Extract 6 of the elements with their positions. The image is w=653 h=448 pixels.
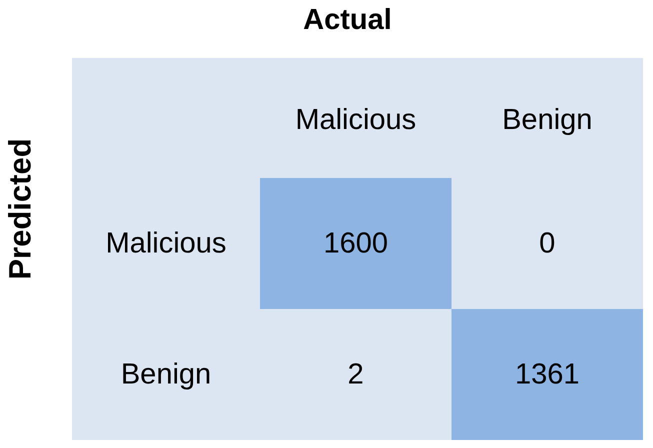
y-axis-title: Predicted: [2, 138, 38, 280]
data-label: 2: [348, 358, 364, 390]
chart-title: Actual: [303, 4, 392, 36]
data-label: 1600: [323, 228, 388, 260]
data-label: 0: [539, 228, 556, 260]
data-label: 1361: [514, 358, 580, 390]
